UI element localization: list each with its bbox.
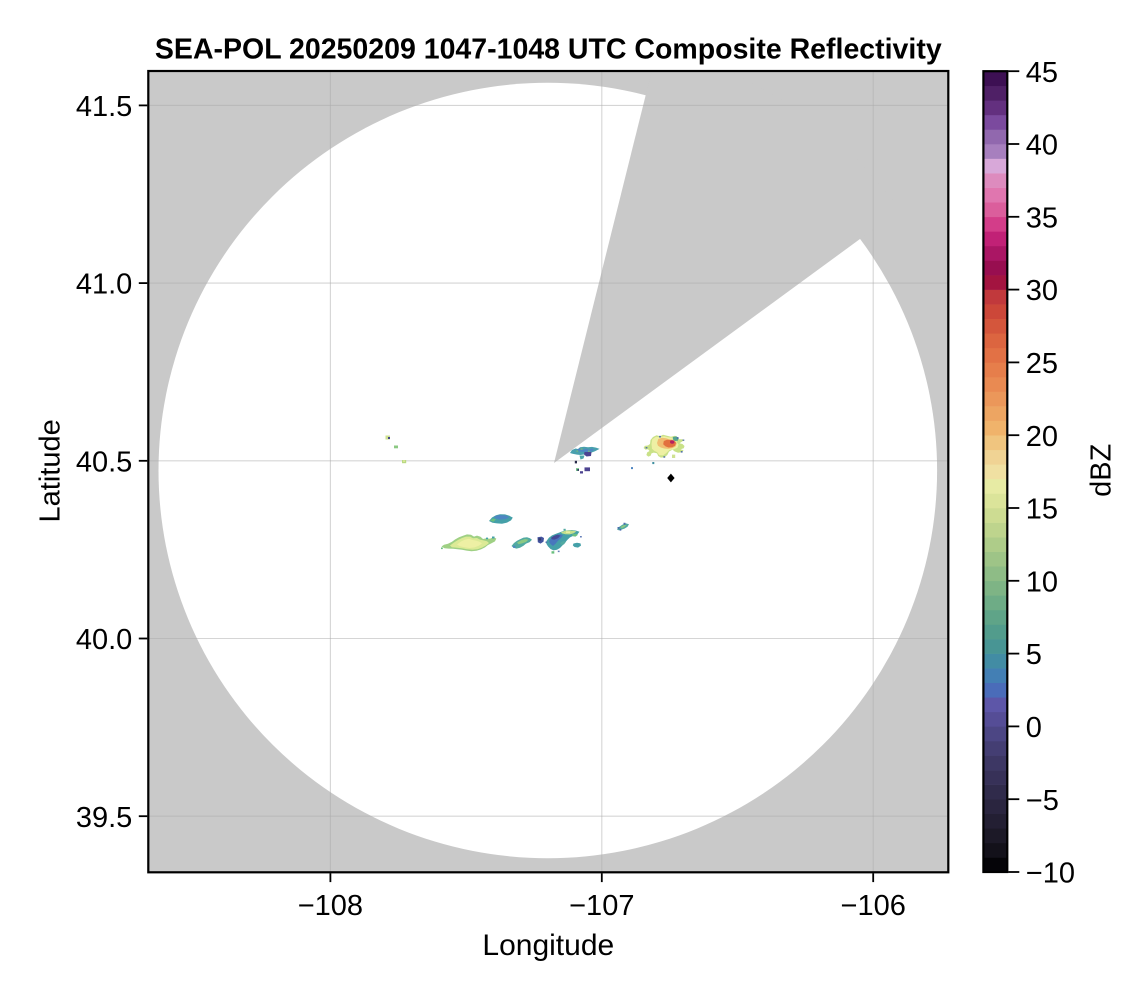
svg-text:20: 20 [1026,421,1058,453]
svg-text:Longitude: Longitude [482,929,614,962]
svg-text:41.5: 41.5 [76,91,132,123]
svg-text:−107: −107 [569,890,634,922]
svg-text:5: 5 [1026,639,1042,671]
svg-text:dBZ: dBZ [1086,444,1118,497]
svg-text:SEA-POL 20250209 1047-1048 UTC: SEA-POL 20250209 1047-1048 UTC Composite… [155,33,942,65]
svg-text:0: 0 [1026,712,1042,744]
svg-text:40.0: 40.0 [76,624,132,656]
svg-text:−10: −10 [1026,858,1075,890]
svg-text:35: 35 [1026,202,1058,234]
svg-text:40: 40 [1026,130,1058,162]
svg-text:−108: −108 [298,890,363,922]
svg-text:39.5: 39.5 [76,802,132,834]
svg-text:41.0: 41.0 [76,269,132,301]
svg-text:−5: −5 [1026,785,1059,817]
svg-text:15: 15 [1026,494,1058,526]
svg-text:30: 30 [1026,275,1058,307]
svg-text:Latitude: Latitude [35,419,67,522]
svg-text:40.5: 40.5 [76,446,132,478]
svg-text:−106: −106 [841,890,906,922]
svg-text:45: 45 [1026,57,1058,89]
svg-text:25: 25 [1026,348,1058,380]
svg-text:10: 10 [1026,566,1058,598]
